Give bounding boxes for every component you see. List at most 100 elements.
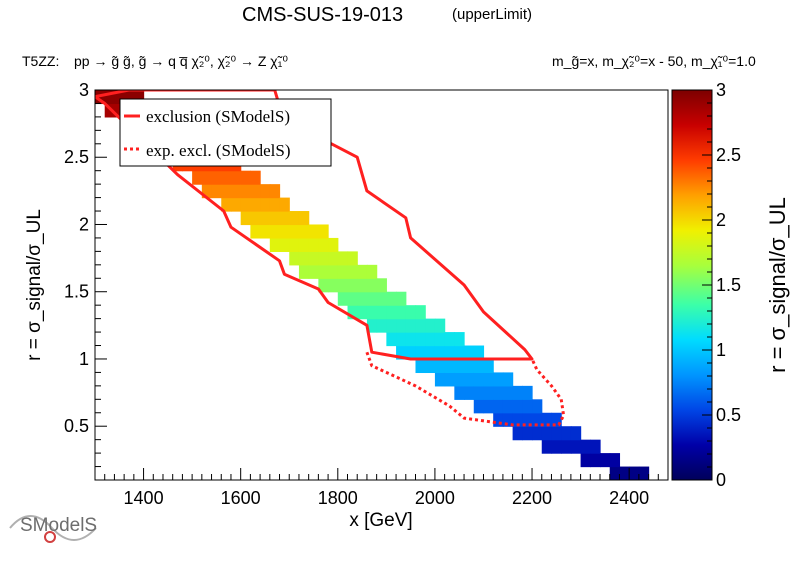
heatmap-cell	[502, 412, 514, 427]
heatmap-cell	[396, 318, 407, 333]
z-tick-label: 0	[716, 470, 726, 490]
heatmap-cell	[289, 251, 300, 266]
heatmap-cell	[269, 237, 281, 252]
heatmap-cell	[512, 412, 523, 427]
heatmap-cell	[502, 372, 514, 387]
y-tick-label: 2.5	[64, 147, 89, 167]
heatmap-cell	[386, 291, 397, 306]
heatmap-cell	[298, 224, 310, 239]
expected-exclusion-line	[365, 351, 566, 427]
heatmap-cell	[532, 412, 543, 427]
heatmap-cell	[434, 345, 446, 360]
heatmap-cell	[298, 237, 310, 252]
heatmap-cell	[230, 197, 242, 212]
logo-text: SModelS	[20, 515, 97, 536]
heatmap-cell	[609, 466, 621, 480]
heatmap-cell	[376, 278, 387, 293]
x-tick-label: 2000	[415, 488, 455, 508]
heatmap-cell	[366, 305, 378, 320]
z-tick-label: 0.5	[716, 405, 741, 425]
z-tick-label: 3	[716, 80, 726, 100]
heatmap-cell	[337, 291, 349, 306]
z-tick-label: 1.5	[716, 275, 741, 295]
legend-box	[119, 98, 332, 167]
color-bar-ticks: 0 0.5 1 1.5 2 2.5 3	[702, 80, 741, 490]
heatmap-cell	[473, 385, 485, 400]
process-label: pp → g̃ g̃, g̃ → q q̅ χ̃₂⁰, χ̃₂⁰ → Z χ̃₁…	[74, 53, 288, 69]
heatmap-cell	[211, 184, 222, 199]
heatmap-cell	[308, 237, 319, 252]
heatmap-cell	[561, 439, 572, 454]
heatmap-cell	[347, 278, 358, 293]
y-tick-label: 3	[79, 80, 89, 100]
legend: exclusion (SModelS) exp. excl. (SModelS)	[119, 98, 332, 167]
heatmap-cell	[522, 385, 533, 400]
heatmap-cell	[454, 358, 465, 374]
chart-title-tag: (upperLimit)	[452, 6, 532, 23]
heatmap-cell	[318, 237, 329, 252]
heatmap-cell	[298, 251, 310, 266]
heatmap-cell	[279, 224, 290, 239]
heatmap-cell	[376, 318, 387, 333]
heatmap-cell	[609, 453, 621, 468]
heatmap-cell	[337, 251, 349, 266]
x-tick-label: 2400	[609, 488, 649, 508]
heatmap-cell	[541, 412, 553, 427]
heatmap-cell	[473, 372, 485, 387]
heatmap-cell	[250, 211, 261, 226]
y-tick-label: 1.5	[64, 282, 89, 302]
logo-wave-icon	[9, 515, 97, 541]
heatmap-cell	[269, 211, 281, 226]
heatmap-cell	[376, 291, 387, 306]
heatmap-cell	[289, 211, 300, 226]
heatmap-cell	[444, 372, 455, 387]
y-tick-label: 1	[79, 349, 89, 369]
heatmap-cell	[289, 224, 300, 239]
heatmap-cell	[512, 399, 523, 414]
heatmap-cell	[464, 345, 475, 360]
heatmap-cell	[522, 412, 533, 427]
heatmap-cell	[201, 184, 213, 199]
y-tick-label: 0.5	[64, 416, 89, 436]
heatmap-cell	[415, 318, 426, 333]
heatmap-cell	[279, 211, 290, 226]
heatmap-cell	[279, 237, 290, 252]
heatmap-cell	[221, 170, 232, 185]
heatmap-cell	[114, 90, 125, 105]
z-tick-label: 1	[716, 340, 726, 360]
heatmap-cell	[434, 332, 446, 347]
heatmap-cell	[357, 278, 368, 293]
heatmap-cell	[221, 197, 232, 212]
heatmap-cell	[425, 358, 436, 374]
heatmap-cell	[493, 385, 504, 400]
heatmap-cell	[318, 251, 329, 266]
heatmap-cell	[192, 170, 203, 185]
heatmap-cell	[386, 332, 397, 347]
heatmap-cell	[415, 305, 426, 320]
heatmap-cell	[483, 385, 494, 400]
heatmap-cell	[454, 372, 465, 387]
heatmap-cell	[298, 264, 310, 279]
heatmap-cell	[366, 291, 378, 306]
heatmap-cell	[269, 197, 281, 212]
heatmap-cell	[201, 170, 213, 185]
heatmap-cell	[289, 237, 300, 252]
heatmap-cell	[551, 439, 562, 454]
heatmap-cell	[124, 90, 135, 105]
heatmap-cell	[298, 211, 310, 226]
x-tick-label: 1600	[221, 488, 261, 508]
heatmap-cell	[551, 412, 562, 427]
x-tick-label: 2200	[512, 488, 552, 508]
heatmap-cell	[386, 318, 397, 333]
heatmap-cell	[318, 224, 329, 239]
chart-title: CMS-SUS-19-013	[242, 4, 403, 26]
heatmap-cell	[347, 305, 358, 320]
heatmap-cell	[570, 426, 582, 441]
y-tick-label: 2	[79, 214, 89, 234]
heatmap-cell	[328, 278, 339, 293]
heatmap-cell	[619, 466, 630, 480]
heatmap-cell	[464, 385, 475, 400]
heatmap-cell	[454, 345, 465, 360]
heatmap-cell	[396, 345, 407, 360]
heatmap-cell	[464, 372, 475, 387]
